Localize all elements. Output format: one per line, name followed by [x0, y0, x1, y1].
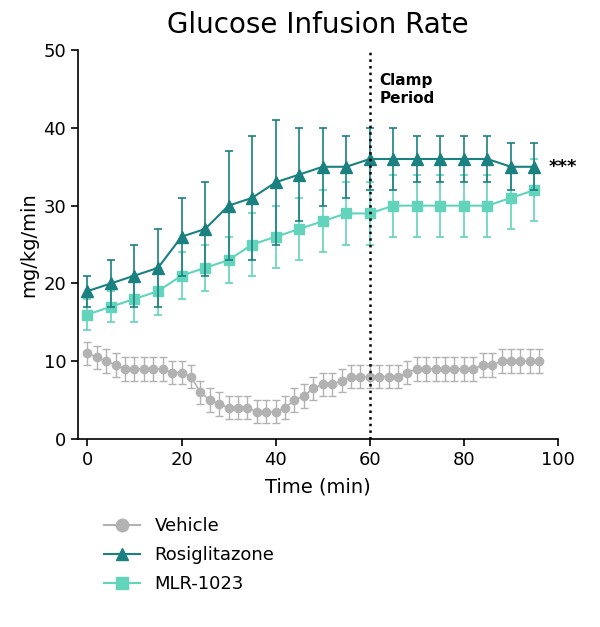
Text: Clamp
Period: Clamp Period [379, 73, 434, 106]
Text: ***: *** [548, 158, 577, 176]
X-axis label: Time (min): Time (min) [265, 477, 371, 496]
Y-axis label: mg/kg/min: mg/kg/min [19, 192, 38, 297]
Title: Glucose Infusion Rate: Glucose Infusion Rate [167, 11, 469, 40]
Legend: Vehicle, Rosiglitazone, MLR-1023: Vehicle, Rosiglitazone, MLR-1023 [97, 510, 281, 600]
